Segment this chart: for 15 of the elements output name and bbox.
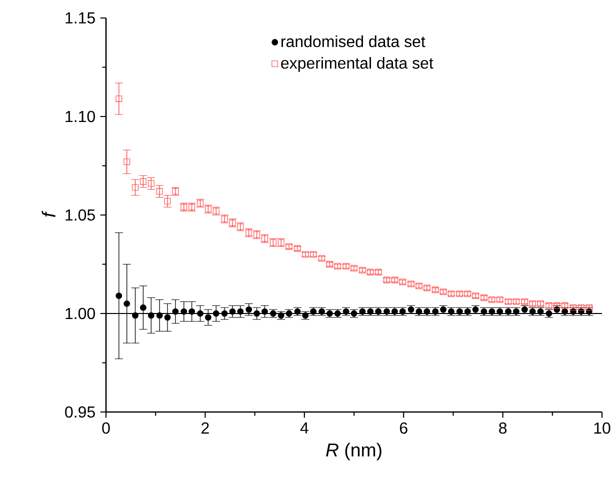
x-tick-label: 8 bbox=[499, 422, 507, 434]
x-tick-label: 0 bbox=[102, 422, 110, 434]
y-tick-label: 1.15 bbox=[66, 12, 95, 24]
y-tick-label: 1.05 bbox=[66, 209, 95, 221]
y-tick-label: 0.95 bbox=[65, 406, 95, 418]
x-axis-title: R (nm) bbox=[326, 442, 382, 460]
y-tick-label: 1.10 bbox=[66, 110, 95, 122]
x-tick-label: 4 bbox=[300, 422, 308, 434]
y-tick-label: 1.00 bbox=[66, 308, 95, 320]
x-tick-label: 10 bbox=[594, 422, 610, 434]
x-tick-label: 2 bbox=[202, 422, 209, 434]
y-axis-title: f bbox=[42, 210, 56, 217]
legend-label: randomised data set bbox=[282, 35, 426, 48]
legend-label: experimental data set bbox=[281, 57, 434, 72]
x-tick-label: 6 bbox=[400, 422, 408, 434]
